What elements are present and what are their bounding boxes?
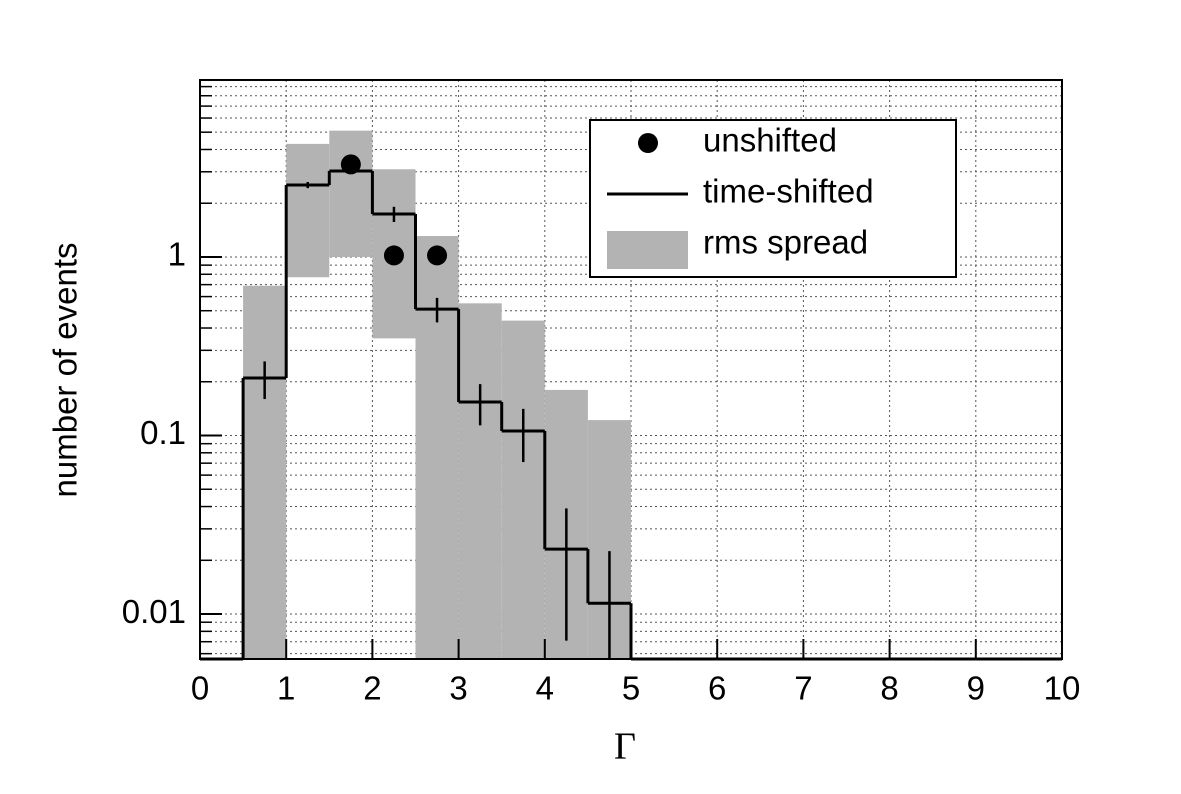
rms-band xyxy=(458,303,502,659)
data-point xyxy=(427,245,448,266)
legend-label: unshifted xyxy=(703,122,837,159)
y-tick-label: 1 xyxy=(168,236,186,273)
legend-marker xyxy=(607,231,688,269)
rms-band xyxy=(501,320,545,659)
x-tick-label: 1 xyxy=(277,670,295,707)
y-tick-label: 0.01 xyxy=(122,593,186,630)
rms-band xyxy=(329,130,373,257)
x-tick-label: 10 xyxy=(1044,670,1081,707)
data-point xyxy=(340,154,361,175)
rms-band xyxy=(286,143,330,278)
legend-label: time-shifted xyxy=(703,173,874,210)
x-tick-label: 6 xyxy=(708,670,726,707)
legend-label: rms spread xyxy=(703,224,868,261)
x-tick-label: 0 xyxy=(191,670,209,707)
data-point xyxy=(383,245,404,266)
x-tick-label: 3 xyxy=(449,670,467,707)
x-tick-label: 5 xyxy=(622,670,640,707)
y-tick-label: 0.1 xyxy=(140,414,186,451)
x-tick-label: 2 xyxy=(363,670,381,707)
legend-marker xyxy=(638,133,658,153)
rms-band xyxy=(243,285,287,659)
x-tick-label: 9 xyxy=(967,670,985,707)
x-tick-label: 8 xyxy=(880,670,898,707)
y-axis-label: number of events xyxy=(47,243,84,498)
x-tick-label: 4 xyxy=(536,670,554,707)
x-axis-label: Γ xyxy=(614,726,636,768)
x-tick-label: 7 xyxy=(794,670,812,707)
